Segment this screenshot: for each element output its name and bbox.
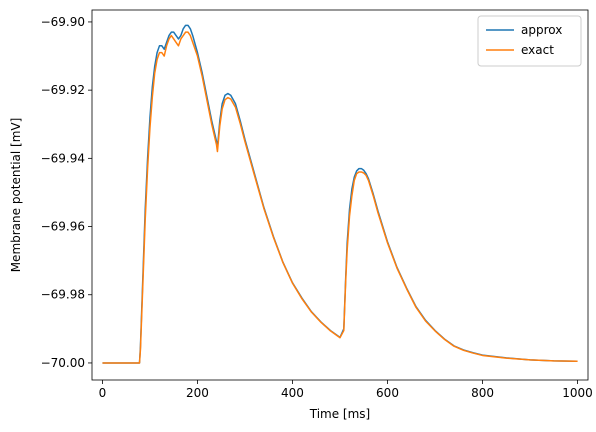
- x-tick-label: 400: [281, 386, 304, 400]
- x-tick-label: 1000: [562, 386, 593, 400]
- legend-label-approx: approx: [521, 23, 562, 37]
- plot-area: [91, 9, 589, 381]
- y-tick-label: −69.94: [41, 151, 85, 165]
- x-tick-label: 0: [99, 386, 107, 400]
- y-axis-label: Membrane potential [mV]: [9, 118, 23, 273]
- legend-label-exact: exact: [521, 43, 554, 57]
- legend-box: [477, 15, 582, 67]
- x-tick-label: 800: [471, 386, 494, 400]
- x-axis-label: Time [ms]: [309, 407, 371, 421]
- data-lines: [102, 24, 578, 364]
- y-tick-label: −69.96: [41, 220, 85, 234]
- x-axis-ticks: 0 200 400 600 800 1000: [99, 380, 593, 400]
- y-tick-label: −69.92: [41, 83, 85, 97]
- series-line-exact: [102, 31, 578, 364]
- x-tick-label: 200: [186, 386, 209, 400]
- y-tick-label: −70.00: [41, 356, 85, 370]
- x-tick-label: 600: [376, 386, 399, 400]
- y-tick-label: −69.90: [41, 15, 85, 29]
- y-tick-label: −69.98: [41, 288, 85, 302]
- legend: approx exact: [477, 15, 582, 67]
- y-axis-ticks: −70.00 −69.98 −69.96 −69.94 −69.92 −69.90: [41, 15, 92, 370]
